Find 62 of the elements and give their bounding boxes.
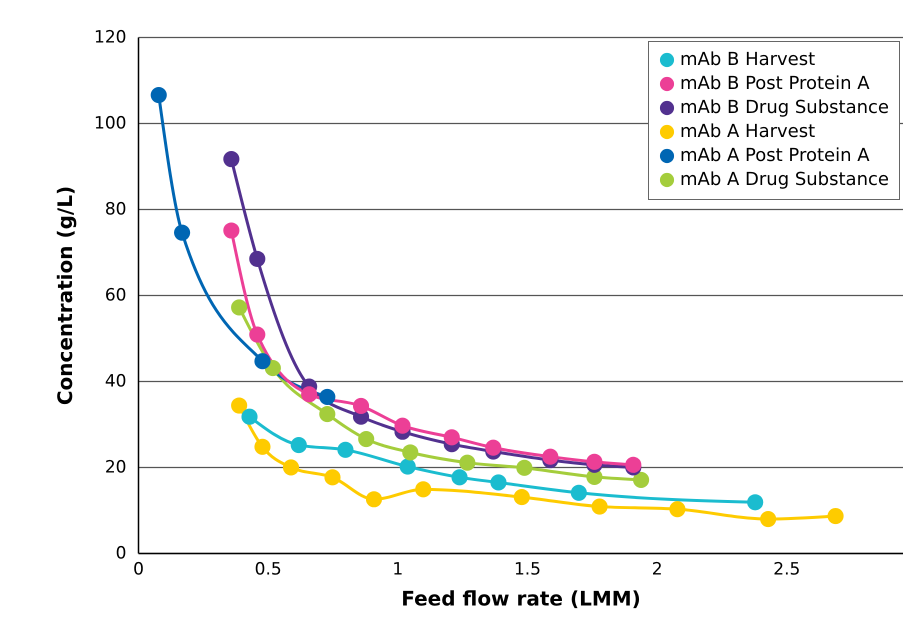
y-tick-label: 20: [104, 458, 126, 478]
legend-label: mAb B Drug Substance: [680, 97, 889, 118]
point: [352, 398, 370, 414]
point: [174, 224, 190, 241]
point: [254, 353, 271, 370]
point: [542, 448, 558, 465]
y-tick-label: 0: [116, 544, 126, 564]
point: [231, 299, 248, 316]
point: [760, 510, 776, 528]
point: [290, 437, 307, 454]
y-tick-label: 100: [94, 114, 126, 134]
point: [254, 438, 271, 455]
point: [516, 460, 532, 476]
x-axis-title: Feed flow rate (LMM): [401, 586, 641, 610]
point: [586, 454, 602, 470]
x-tick-label: 0: [133, 560, 144, 580]
legend-label: mAb B Harvest: [680, 49, 816, 70]
point: [592, 498, 608, 515]
y-tick-label: 40: [104, 372, 126, 392]
y-tick-label: 120: [94, 28, 126, 48]
x-tick-label: 2.5: [773, 560, 800, 580]
point: [490, 474, 507, 491]
point: [249, 326, 266, 343]
point: [747, 494, 764, 510]
point: [319, 388, 336, 405]
x-tick-label: 1: [392, 560, 404, 580]
point: [241, 408, 258, 425]
point: [249, 250, 266, 267]
point: [282, 459, 300, 476]
point: [459, 454, 476, 471]
y-axis-title: Concentration (g/L): [53, 186, 78, 406]
point: [402, 444, 418, 460]
point: [514, 489, 530, 506]
point: [150, 87, 167, 104]
point: [444, 429, 460, 446]
point: [669, 501, 686, 518]
point: [319, 406, 336, 422]
point: [485, 440, 502, 456]
point: [337, 442, 354, 458]
point: [451, 469, 468, 486]
point: [828, 508, 844, 524]
point: [324, 469, 341, 486]
y-tick-label: 80: [104, 200, 126, 220]
x-tick-label: 0.5: [254, 560, 282, 580]
point: [394, 418, 411, 434]
x-tick-label: 2: [652, 560, 663, 580]
point: [570, 484, 587, 501]
point: [231, 397, 248, 414]
point: [415, 481, 432, 498]
y-tick-label: 60: [104, 286, 126, 306]
point: [400, 458, 416, 475]
legend-label: mAb A Harvest: [680, 121, 816, 142]
legend-label: mAb A Post Protein A: [680, 145, 870, 166]
point: [223, 151, 240, 168]
point: [358, 431, 374, 448]
x-tick-label: 1.5: [514, 560, 542, 580]
point: [301, 386, 318, 402]
point: [633, 472, 650, 488]
legend-label: mAb B Post Protein A: [680, 73, 870, 94]
legend-label: mAb A Drug Substance: [680, 169, 889, 190]
point: [366, 491, 382, 508]
point: [223, 222, 240, 239]
